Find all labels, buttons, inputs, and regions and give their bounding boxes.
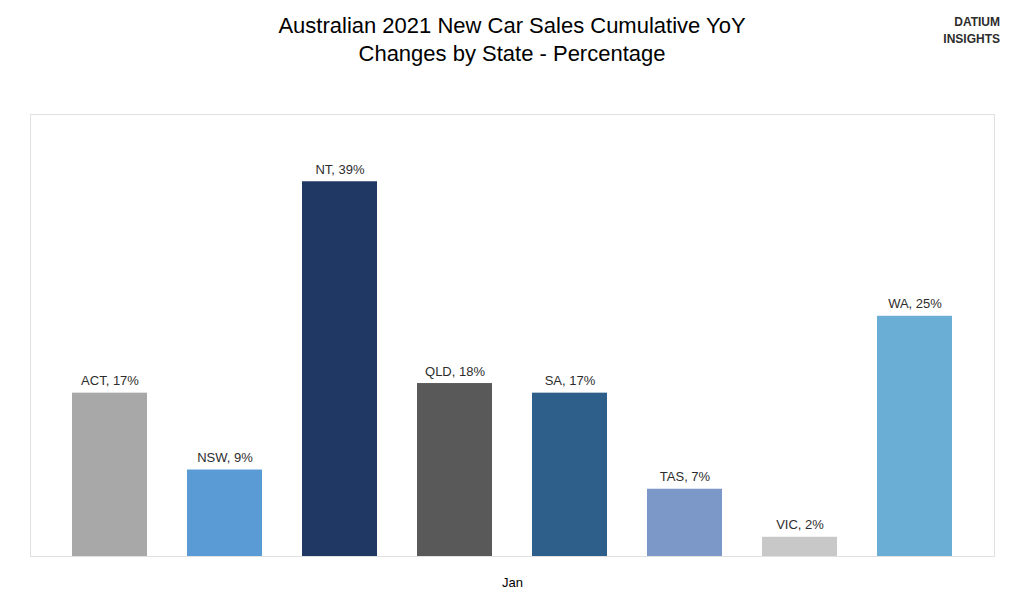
svg-text:NSW, 9%: NSW, 9% [197, 450, 253, 465]
svg-text:QLD, 18%: QLD, 18% [425, 364, 485, 379]
svg-text:NT, 39%: NT, 39% [315, 162, 365, 177]
html-text:Australian 2021 New Car Sales: Australian 2021 New Car Sales Cumulative… [278, 13, 746, 66]
svg-text:SA, 17%: SA, 17% [545, 373, 596, 388]
html-text:DATIUM INSIGHTS: DATIUM INSIGHTS [943, 15, 1000, 46]
svg-text:WA, 25%: WA, 25% [888, 296, 942, 311]
svg-text:Jan: Jan [502, 575, 523, 590]
svg-text:VIC, 2%: VIC, 2% [776, 517, 824, 532]
svg-text:ACT, 17%: ACT, 17% [81, 373, 139, 388]
svg-text:TAS, 7%: TAS, 7% [660, 469, 711, 484]
